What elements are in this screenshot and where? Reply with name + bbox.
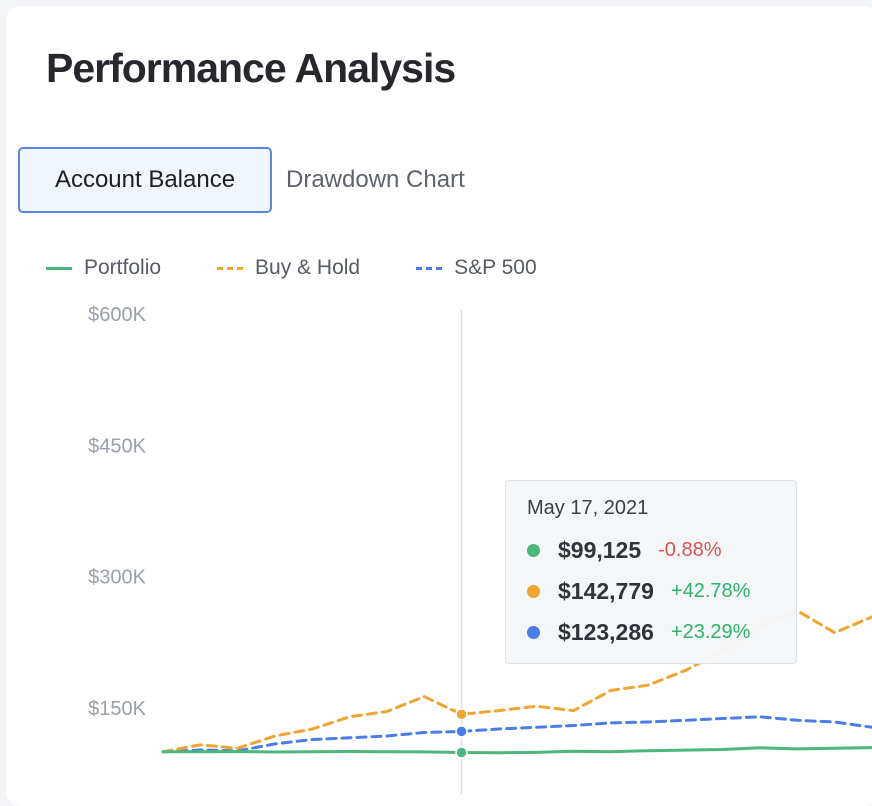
- tooltip-change-portfolio: -0.88%: [658, 539, 722, 561]
- legend-item-sp500[interactable]: S&P 500: [416, 256, 537, 280]
- tooltip-date: May 17, 2021: [527, 497, 649, 519]
- legend-swatch-sp500: [416, 266, 443, 270]
- tooltip-value-sp500: $123,286: [558, 619, 654, 645]
- y-tick-label: $600K: [88, 304, 146, 326]
- legend-swatch-portfolio: [46, 266, 72, 270]
- tooltip-value-buy-hold: $142,779: [558, 578, 654, 604]
- tooltip-row-buy-hold: $142,779 +42.78%: [527, 571, 796, 612]
- legend-item-buy-hold[interactable]: Buy & Hold: [217, 256, 360, 280]
- tooltip-value-portfolio: $99,125: [558, 537, 642, 563]
- series-line-portfolio[interactable]: [161, 746, 872, 755]
- y-tick-label: $150K: [88, 698, 146, 720]
- tooltip-dot-sp500: [527, 626, 540, 639]
- tooltip-row-sp500: $123,286 +23.29%: [527, 612, 796, 653]
- legend-label-sp500: S&P 500: [454, 256, 537, 279]
- tab-account-balance[interactable]: Account Balance: [18, 147, 272, 213]
- performance-card: [6, 6, 872, 806]
- tooltip-dot-buy-hold: [527, 585, 540, 598]
- tooltip-dot-portfolio: [527, 544, 540, 557]
- legend-label-buy-hold: Buy & Hold: [255, 256, 361, 279]
- tooltip-change-sp500: +23.29%: [670, 621, 751, 643]
- y-tick-label: $450K: [88, 435, 146, 457]
- hover-point-buy-hold: [455, 708, 468, 721]
- tooltip-change-buy-hold: +42.78%: [670, 580, 751, 602]
- hover-point-s-p-500: [455, 725, 468, 738]
- legend-swatch-buy-hold: [217, 266, 244, 270]
- hover-tooltip: May 17, 2021 $99,125 -0.88% $142,779 +42…: [505, 480, 797, 664]
- tab-drawdown-chart[interactable]: Drawdown Chart: [286, 166, 465, 193]
- hover-point-portfolio: [455, 746, 468, 759]
- chart-legend: Portfolio Buy & Hold S&P 500: [46, 255, 593, 281]
- series-line-s-p-500[interactable]: [161, 715, 872, 754]
- tooltip-row-portfolio: $99,125 -0.88%: [527, 530, 796, 571]
- legend-label-portfolio: Portfolio: [84, 256, 162, 279]
- legend-item-portfolio[interactable]: Portfolio: [46, 256, 161, 280]
- page-title: Performance Analysis: [46, 45, 456, 91]
- y-tick-label: $300K: [88, 567, 146, 589]
